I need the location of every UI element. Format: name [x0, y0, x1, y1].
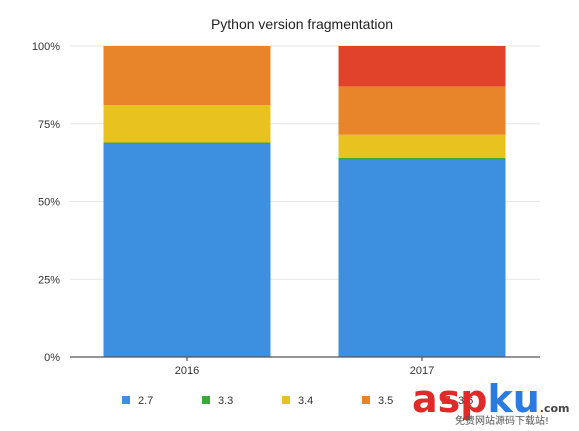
bar-segment-2.7-2017	[338, 159, 506, 357]
bars	[103, 46, 506, 357]
axes: 0% 25% 50% 75% 100% 2016 2017	[32, 41, 540, 377]
legend-swatch-3.3	[202, 396, 210, 404]
chart-title: Python version fragmentation	[211, 16, 393, 32]
legend-label-3.6: 3.6	[458, 395, 473, 407]
bar-segment-3.3-2016	[103, 142, 271, 144]
y-tick-label: 100%	[32, 41, 60, 53]
y-tick-label: 0%	[44, 352, 60, 364]
legend-label-3.3: 3.3	[218, 395, 233, 407]
watermark-subtext: 免费网站源码下载站!	[455, 414, 549, 427]
y-tick-label: 50%	[38, 197, 60, 209]
x-tick-label: 2017	[410, 365, 434, 377]
legend: 2.7 3.3 3.4 3.5 3.6	[122, 395, 473, 407]
bar-segment-3.3-2017	[338, 157, 506, 160]
y-tick-label: 25%	[38, 274, 60, 286]
bar-segment-3.4-2016	[103, 105, 271, 143]
bar-segment-3.5-2017	[338, 86, 506, 135]
legend-swatch-3.4	[282, 396, 290, 404]
legend-label-3.4: 3.4	[298, 395, 313, 407]
legend-swatch-3.5	[362, 396, 370, 404]
legend-label-2.7: 2.7	[138, 395, 153, 407]
bar-segment-3.6-2017	[338, 46, 506, 87]
bar-segment-2.7-2016	[103, 143, 271, 357]
bar-segment-3.5-2016	[103, 46, 271, 106]
watermark-text: aspku.com	[412, 377, 570, 421]
y-tick-label: 75%	[38, 119, 60, 131]
x-tick-label: 2016	[175, 365, 199, 377]
legend-label-3.5: 3.5	[378, 395, 393, 407]
legend-swatch-2.7	[122, 396, 130, 404]
bar-segment-3.4-2017	[338, 134, 506, 158]
watermark: aspku.com 免费网站源码下载站!	[412, 377, 570, 427]
legend-swatch-3.6	[442, 396, 450, 404]
